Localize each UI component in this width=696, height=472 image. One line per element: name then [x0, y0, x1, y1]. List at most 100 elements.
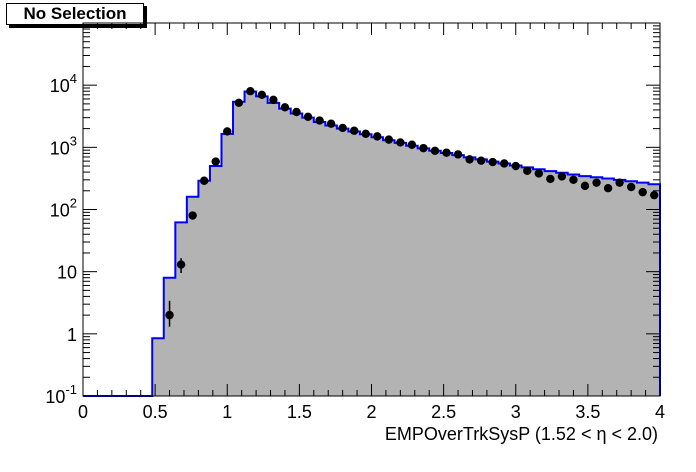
data-point: [592, 178, 601, 187]
data-point: [557, 172, 567, 181]
data-point: [465, 155, 474, 164]
data-point: [223, 127, 232, 136]
mc-bin-fill: [290, 113, 303, 396]
data-point: [246, 86, 255, 96]
data-point: [615, 178, 624, 187]
mc-bin-fill: [590, 177, 603, 396]
data-point: [638, 187, 647, 197]
mc-bin-fill: [429, 150, 442, 396]
x-tick-label: 0: [78, 402, 88, 422]
mc-bin-fill: [636, 182, 649, 396]
data-point: [315, 116, 324, 125]
mc-bin-fill: [302, 117, 315, 396]
data-point: [373, 132, 382, 141]
data-point: [396, 138, 405, 147]
x-tick-label: 3.5: [575, 402, 600, 422]
data-point: [626, 182, 636, 192]
mc-bin-fill: [440, 153, 453, 396]
data-point: [165, 310, 174, 320]
mc-bin-fill: [313, 122, 326, 396]
data-point: [292, 107, 301, 117]
mc-bin-fill: [463, 157, 476, 396]
data-point: [199, 176, 209, 185]
x-tick-labels: 0 0.5 1 1.5 2 2.5 3 3.5 4: [78, 402, 665, 422]
data-point: [338, 123, 347, 133]
mc-bin-fill: [152, 338, 165, 396]
x-tick-label: 2.5: [431, 402, 456, 422]
no-selection-label[interactable]: No Selection: [6, 3, 144, 25]
x-tick-label: 0.5: [143, 402, 168, 422]
data-point: [534, 169, 544, 178]
mc-bin-fill: [256, 96, 269, 397]
data-point: [511, 161, 520, 171]
mc-bin-fill: [371, 137, 384, 396]
mc-bin-fill: [336, 128, 349, 396]
data-points: [165, 86, 659, 327]
x-tick-label: 2: [366, 402, 376, 422]
mc-bin-fill: [325, 125, 338, 396]
data-point: [476, 156, 486, 165]
data-point: [280, 103, 290, 112]
data-point: [650, 190, 659, 200]
mc-bin-fill: [359, 134, 372, 397]
data-point: [188, 211, 197, 220]
data-point: [453, 150, 463, 159]
mc-bin-fill: [452, 155, 465, 396]
mc-bin-fill: [279, 108, 292, 396]
mc-bin-fill: [221, 133, 234, 396]
data-point: [442, 148, 451, 157]
mc-bin-fill: [233, 101, 246, 396]
mc-bin-fill: [533, 169, 546, 396]
mc-bin-fill: [579, 176, 592, 396]
y-tick-label: 1: [67, 325, 77, 345]
mc-bin-fill: [383, 140, 396, 396]
data-point: [569, 175, 578, 185]
mc-bin-fill: [475, 159, 488, 396]
mc-bin-fill: [198, 180, 211, 396]
mc-bin-fill: [498, 163, 511, 396]
data-point: [176, 260, 186, 269]
y-tick-label: 104: [50, 71, 77, 96]
data-point: [523, 166, 532, 175]
data-point: [430, 146, 440, 155]
mc-bin-fill: [602, 178, 615, 396]
y-tick-label: 10: [57, 263, 77, 283]
mc-bin-fill: [186, 196, 199, 396]
data-point: [211, 157, 220, 166]
mc-bin-fill: [521, 167, 534, 396]
y-tick-label: 102: [50, 196, 77, 221]
mc-bin-fill: [544, 171, 557, 396]
mc-bin-fill: [244, 91, 257, 396]
mc-histogram-fill: [152, 91, 661, 397]
data-point: [326, 119, 336, 128]
data-point: [488, 157, 497, 167]
x-tick-label: 1.5: [287, 402, 312, 422]
data-point: [407, 140, 417, 149]
axis-ticks: [82, 23, 661, 397]
mc-bin-fill: [267, 102, 280, 397]
mc-bin-fill: [625, 181, 638, 396]
mc-bin-fill: [175, 222, 188, 396]
data-point: [257, 90, 267, 99]
mc-bin-fill: [556, 172, 569, 396]
mc-bin-fill: [613, 179, 626, 396]
x-tick-label: 3: [511, 402, 521, 422]
x-tick-label: 4: [655, 402, 665, 422]
mc-bin-fill: [567, 174, 580, 396]
mc-bin-fill: [163, 277, 176, 396]
mc-bin-fill: [486, 161, 499, 396]
mc-bin-fill: [394, 142, 407, 396]
data-point: [419, 143, 428, 153]
data-point: [361, 129, 370, 139]
y-tick-labels: 10-1 1 10 102 103 104: [45, 71, 77, 407]
data-point: [603, 184, 613, 193]
data-point: [269, 95, 278, 105]
mc-bin-fill: [209, 166, 222, 396]
data-point: [546, 174, 555, 184]
mc-bin-fill: [348, 131, 361, 396]
y-tick-label: 103: [50, 133, 77, 158]
data-point: [349, 126, 359, 135]
data-point: [234, 98, 243, 108]
mc-bin-fill: [406, 145, 419, 396]
